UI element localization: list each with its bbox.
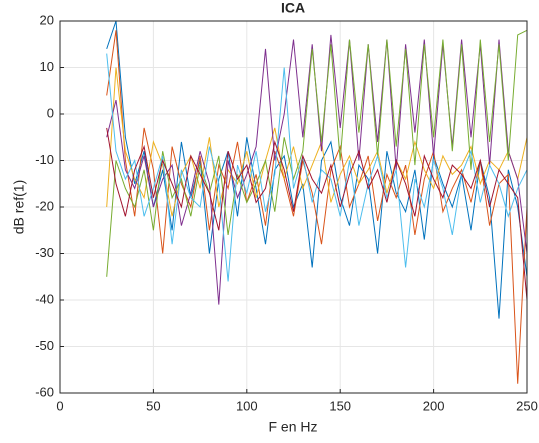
y-tick-label: -50 <box>35 338 54 353</box>
x-tick-label: 150 <box>329 398 351 413</box>
y-tick-label: -40 <box>35 291 54 306</box>
y-tick-label: -60 <box>35 384 54 399</box>
series-line <box>106 127 528 301</box>
x-tick-label: 0 <box>56 398 63 413</box>
y-tick-label: 0 <box>47 105 54 120</box>
x-tick-label: 50 <box>146 398 160 413</box>
x-tick-label: 100 <box>236 398 258 413</box>
axes-box <box>59 20 528 394</box>
x-tick-label: 250 <box>516 398 538 413</box>
y-axis-label: dB ref(1) <box>11 180 27 234</box>
y-tick-label: -10 <box>35 152 54 167</box>
series-line <box>106 20 528 319</box>
y-tick-label: 20 <box>40 12 54 27</box>
chart-title: ICA <box>281 0 305 16</box>
y-tick-label: 10 <box>40 59 54 74</box>
x-tick-label: 200 <box>423 398 445 413</box>
series-line <box>106 29 528 277</box>
y-tick-label: -20 <box>35 198 54 213</box>
x-axis-label: F en Hz <box>268 419 317 435</box>
series-line <box>106 30 528 384</box>
y-tick-label: -30 <box>35 245 54 260</box>
